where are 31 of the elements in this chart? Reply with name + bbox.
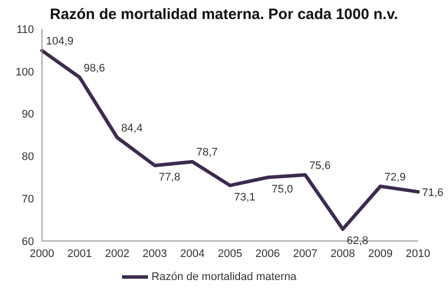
x-tick-label: 2001: [67, 248, 92, 260]
data-label: 78,7: [196, 146, 218, 159]
y-tick-label: 80: [22, 151, 34, 164]
data-label: 72,9: [384, 171, 406, 184]
data-label: 71,6: [422, 186, 444, 199]
x-tick-label: 2004: [180, 248, 205, 260]
data-label: 77,8: [158, 172, 180, 184]
x-tick-label: 2007: [292, 248, 318, 260]
data-label: 75,0: [272, 183, 294, 196]
x-tick-label: 2000: [30, 248, 54, 260]
y-tick-label: 90: [22, 108, 34, 121]
x-tick-label: 2010: [406, 248, 430, 260]
line-series: [40, 48, 420, 231]
y-tick-label: 70: [22, 194, 34, 206]
data-label: 62,8: [346, 235, 368, 248]
chart-title: Razón de mortalidad materna. Por cada 1000 n.v.: [48, 6, 400, 23]
y-tick-label: 110: [16, 24, 34, 36]
data-label: 84,4: [121, 122, 143, 135]
x-tick-label: 2003: [142, 248, 168, 260]
data-label: 104,9: [46, 36, 74, 48]
x-tick-label: 2006: [255, 248, 280, 260]
data-label: 75,6: [309, 160, 331, 172]
x-tick-label: 2008: [330, 248, 356, 260]
x-tick-label: 2005: [218, 248, 242, 260]
x-tick-label: 2009: [368, 248, 393, 260]
data-label: 73,1: [234, 191, 256, 204]
y-tick-label: 60: [22, 236, 34, 248]
y-tick-label: 100: [16, 66, 34, 78]
x-tick-label: 2002: [104, 248, 130, 260]
data-label: 98,6: [84, 62, 106, 74]
legend-label: Razón de mortalidad materna: [150, 271, 296, 283]
